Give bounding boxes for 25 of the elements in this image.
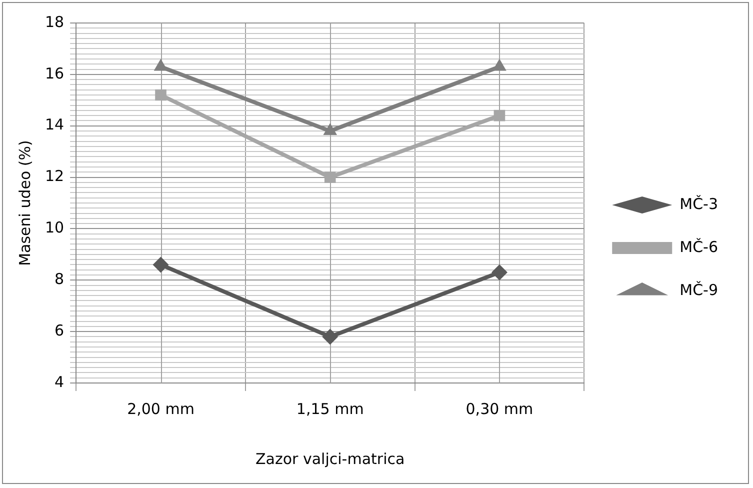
point bbox=[492, 58, 506, 71]
y-tick-label: 8 bbox=[54, 270, 64, 288]
legend-label: MČ-9 bbox=[680, 280, 718, 299]
legend-label: MČ-3 bbox=[680, 194, 718, 213]
x-axis-title: Zazor valjci-matrica bbox=[256, 450, 405, 468]
legend-label: MČ-6 bbox=[680, 238, 718, 256]
y-axis-title: Maseni udeo (%) bbox=[16, 140, 34, 266]
x-tick-label: 1,15 mm bbox=[296, 400, 364, 418]
y-tick-label: 14 bbox=[44, 116, 64, 134]
y-tick-label: 18 bbox=[44, 12, 64, 31]
point bbox=[155, 89, 166, 101]
x-tick-label: 2,00 mm bbox=[127, 400, 194, 418]
x-tick-label: 0,30 mm bbox=[466, 400, 534, 418]
point bbox=[322, 328, 338, 345]
point bbox=[323, 123, 338, 135]
point bbox=[152, 256, 169, 273]
y-tick-label: 16 bbox=[44, 64, 64, 82]
y-tick-label: 12 bbox=[44, 167, 64, 186]
point bbox=[154, 58, 168, 71]
point bbox=[494, 110, 506, 122]
y-tick-label: 6 bbox=[54, 321, 64, 340]
point bbox=[324, 172, 336, 183]
y-tick-label: 10 bbox=[44, 218, 64, 237]
y-tick-label: 4 bbox=[54, 372, 64, 391]
point bbox=[491, 264, 508, 280]
